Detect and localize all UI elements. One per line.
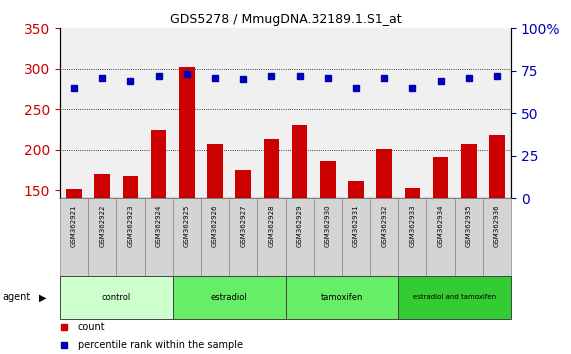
Bar xyxy=(342,198,370,276)
Bar xyxy=(433,157,448,312)
Bar xyxy=(173,198,201,276)
Bar xyxy=(258,198,286,276)
Bar xyxy=(179,67,195,312)
Bar xyxy=(483,198,511,276)
Text: GSM362931: GSM362931 xyxy=(353,205,359,247)
Text: GSM362932: GSM362932 xyxy=(381,205,387,247)
Text: percentile rank within the sample: percentile rank within the sample xyxy=(78,340,243,350)
Bar xyxy=(60,198,88,276)
Text: estradiol: estradiol xyxy=(211,293,247,302)
Text: GSM362933: GSM362933 xyxy=(409,205,415,247)
Bar xyxy=(348,181,364,312)
Bar xyxy=(399,276,511,319)
Bar xyxy=(405,188,420,312)
Bar xyxy=(151,130,166,312)
Bar xyxy=(399,198,427,276)
Bar xyxy=(88,198,116,276)
Bar xyxy=(461,144,477,312)
Text: GSM362924: GSM362924 xyxy=(156,205,162,247)
Text: GSM362923: GSM362923 xyxy=(127,205,134,247)
Bar xyxy=(66,189,82,312)
Bar xyxy=(94,174,110,312)
Bar xyxy=(286,276,399,319)
Text: GSM362927: GSM362927 xyxy=(240,205,246,247)
Bar xyxy=(116,198,144,276)
Text: GSM362926: GSM362926 xyxy=(212,205,218,247)
Bar xyxy=(264,139,279,312)
Text: GSM362930: GSM362930 xyxy=(325,205,331,247)
Bar xyxy=(292,125,307,312)
Text: GSM362929: GSM362929 xyxy=(296,205,303,247)
Text: tamoxifen: tamoxifen xyxy=(321,293,363,302)
Bar xyxy=(235,170,251,312)
Text: GSM362922: GSM362922 xyxy=(99,205,105,247)
Text: GSM362928: GSM362928 xyxy=(268,205,275,247)
Bar xyxy=(427,198,455,276)
Text: control: control xyxy=(102,293,131,302)
Bar xyxy=(173,276,286,319)
Bar xyxy=(455,198,483,276)
Bar xyxy=(320,161,336,312)
Bar xyxy=(370,198,399,276)
Text: GSM362934: GSM362934 xyxy=(437,205,444,247)
Bar xyxy=(123,176,138,312)
Bar xyxy=(60,276,173,319)
Title: GDS5278 / MmugDNA.32189.1.S1_at: GDS5278 / MmugDNA.32189.1.S1_at xyxy=(170,13,401,26)
Bar xyxy=(489,135,505,312)
Text: GSM362925: GSM362925 xyxy=(184,205,190,247)
Bar xyxy=(313,198,342,276)
Bar xyxy=(229,198,258,276)
Bar xyxy=(376,149,392,312)
Bar xyxy=(201,198,229,276)
Text: count: count xyxy=(78,322,106,332)
Text: GSM362921: GSM362921 xyxy=(71,205,77,247)
Text: ▶: ▶ xyxy=(39,292,46,302)
Bar xyxy=(286,198,313,276)
Bar xyxy=(207,144,223,312)
Text: GSM362935: GSM362935 xyxy=(466,205,472,247)
Text: agent: agent xyxy=(3,292,31,302)
Bar xyxy=(144,198,173,276)
Text: GSM362936: GSM362936 xyxy=(494,205,500,247)
Text: estradiol and tamoxifen: estradiol and tamoxifen xyxy=(413,295,496,300)
